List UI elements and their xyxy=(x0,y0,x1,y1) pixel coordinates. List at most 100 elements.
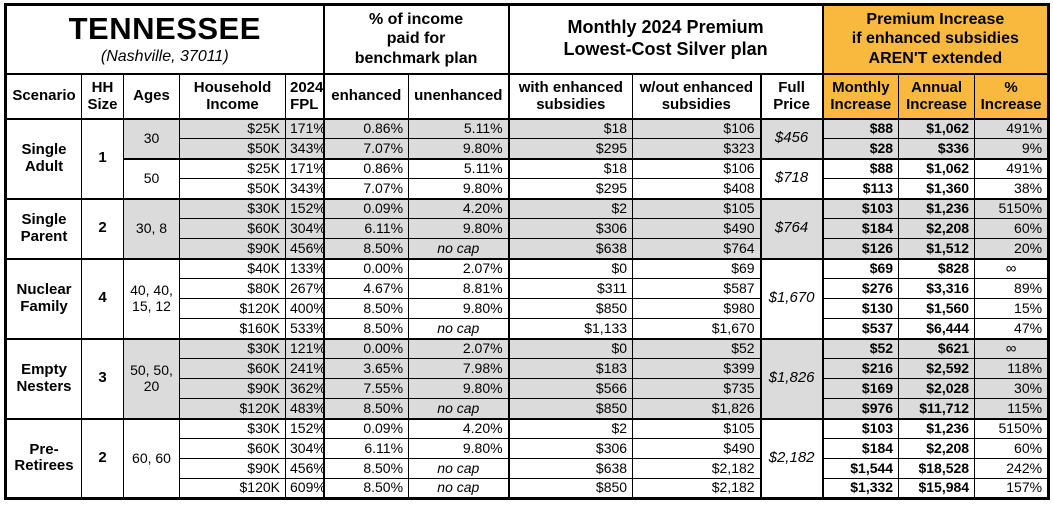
table-row: $160K 533% 8.50% no cap $1,133 $1,670 $537 $6,4… xyxy=(6,318,1050,339)
page-subtitle: (Nashville, 37011) xyxy=(100,47,229,65)
ages-cell: 50, 50, 20 xyxy=(123,337,180,419)
enhanced-pct-cell: 8.50% xyxy=(322,478,410,499)
monthly-increase-cell: $88 xyxy=(821,157,900,179)
scenario-cell: Single Parent xyxy=(5,197,82,259)
unenhanced-pct-cell: 9.80% xyxy=(408,298,510,319)
col-header-hh-size: HH Size xyxy=(81,73,124,120)
income-cell: $120K xyxy=(179,398,286,419)
premium-with-subsidies-cell: $18 xyxy=(507,157,634,179)
premium-with-subsidies-cell: $306 xyxy=(507,438,634,459)
fpl-cell: 152% xyxy=(284,417,325,439)
fpl-cell: 456% xyxy=(284,238,325,259)
enhanced-pct-cell: 8.50% xyxy=(322,238,410,259)
premium-without-subsidies-cell: $105 xyxy=(632,417,762,439)
premium-without-subsidies-cell: $980 xyxy=(632,298,762,319)
column-header-row: Scenario HH Size Ages Household Income 2… xyxy=(5,73,1050,120)
fpl-cell: 400% xyxy=(284,298,325,319)
fpl-cell: 343% xyxy=(284,178,325,199)
unenhanced-pct-cell: 9.80% xyxy=(408,178,510,199)
income-cell: $50K xyxy=(179,138,286,159)
table-row: $60K 304% 6.11% 9.80% $306 $490 $184 $2,208 60% xyxy=(6,218,1050,239)
increase-group-header: Premium Increase if enhanced subsidies A… xyxy=(821,4,1050,75)
page-title: TENNESSEE xyxy=(68,10,261,46)
premium-with-subsidies-cell: $1,133 xyxy=(507,318,634,339)
ages-cell: 60, 60 xyxy=(123,417,180,499)
scenario-cell: Pre- Retirees xyxy=(5,417,82,499)
table-row: 50 $25K 171% 0.86% 5.11% $18 $106 $718 $88 $1,062… xyxy=(6,157,1050,199)
full-price-cell: $1,670 xyxy=(759,257,824,339)
monthly-increase-cell: $216 xyxy=(821,358,900,379)
monthly-increase-cell: $113 xyxy=(821,178,900,199)
table-row: $120K 609% 8.50% no cap $850 $2,182 $1,332 $15,… xyxy=(6,478,1050,499)
monthly-increase-cell: $1,332 xyxy=(821,478,900,499)
annual-increase-cell: $1,236 xyxy=(898,417,976,439)
table-header: TENNESSEE (Nashville, 37011) % of income… xyxy=(4,4,1050,120)
enhanced-pct-cell: 6.11% xyxy=(322,438,410,459)
col-header-pct-increase: % Increase xyxy=(974,73,1050,120)
pct-increase-cell: ∞ xyxy=(974,337,1050,359)
annual-increase-cell: $2,208 xyxy=(898,438,976,459)
hh-size-cell: 2 xyxy=(81,417,124,499)
premium-with-subsidies-cell: $638 xyxy=(507,238,634,259)
ages-cell: 30, 8 xyxy=(123,197,180,259)
monthly-increase-cell: $1,544 xyxy=(821,458,900,479)
pct-increase-cell: 38% xyxy=(974,178,1050,199)
fpl-cell: 362% xyxy=(284,378,325,399)
annual-increase-cell: $336 xyxy=(898,138,976,159)
premium-without-subsidies-cell: $106 xyxy=(632,118,762,139)
premium-without-subsidies-cell: $399 xyxy=(632,358,762,379)
enhanced-pct-cell: 0.86% xyxy=(322,157,410,179)
col-header-2024-fpl: 2024 FPL xyxy=(284,73,325,120)
annual-increase-cell: $6,444 xyxy=(898,318,976,339)
premium-table: TENNESSEE (Nashville, 37011) % of income… xyxy=(4,3,1051,500)
unenhanced-pct-cell: no cap xyxy=(408,238,510,259)
table-row: $90K 362% 7.55% 9.80% $566 $735 $169 $2,028 30% xyxy=(6,378,1050,399)
premium-without-subsidies-cell: $587 xyxy=(632,278,762,299)
enhanced-pct-cell: 8.50% xyxy=(322,458,410,479)
col-header-with-enhanced-subsidies: with enhanced subsidies xyxy=(507,73,634,120)
premium-with-subsidies-cell: $311 xyxy=(507,278,634,299)
enhanced-pct-cell: 3.65% xyxy=(322,358,410,379)
income-cell: $60K xyxy=(179,358,286,379)
annual-increase-cell: $11,712 xyxy=(898,398,976,419)
annual-increase-cell: $15,984 xyxy=(898,478,976,499)
monthly-increase-cell: $88 xyxy=(821,118,900,139)
unenhanced-pct-cell: 7.98% xyxy=(408,358,510,379)
hh-size-cell: 1 xyxy=(81,118,124,199)
table-body: Single Adult 1 30 $25K 171% 0.86% 5.11% $18 $106… xyxy=(5,118,1050,499)
full-price-cell: $1,826 xyxy=(759,337,824,419)
premium-with-subsidies-cell: $0 xyxy=(507,257,634,279)
premium-with-subsidies-cell: $2 xyxy=(507,197,634,219)
ages-cell: 30 xyxy=(123,118,180,159)
monthly-increase-cell: $130 xyxy=(821,298,900,319)
pct-increase-cell: 9% xyxy=(974,138,1050,159)
pct-increase-cell: 5150% xyxy=(974,417,1050,439)
monthly-increase-cell: $169 xyxy=(821,378,900,399)
premium-group-header: Monthly 2024 Premium Lowest-Cost Silver … xyxy=(507,4,824,75)
enhanced-pct-cell: 8.50% xyxy=(322,298,410,319)
income-cell: $80K xyxy=(179,278,286,299)
pct-increase-cell: 157% xyxy=(974,478,1050,499)
unenhanced-pct-cell: 9.80% xyxy=(408,378,510,399)
monthly-increase-cell: $126 xyxy=(821,238,900,259)
income-cell: $90K xyxy=(179,378,286,399)
premium-with-subsidies-cell: $0 xyxy=(507,337,634,359)
col-header-without-enhanced-subsidies: w/out enhanced subsidies xyxy=(632,73,762,120)
col-header-unenhanced: unenhanced xyxy=(408,73,510,120)
fpl-cell: 304% xyxy=(284,218,325,239)
table-row: $90K 456% 8.50% no cap $638 $2,182 $1,544 $18,5… xyxy=(6,458,1050,479)
table-row: Empty Nesters 3 50, 50, 20 $30K 121% 0.00% 2.0… xyxy=(5,337,1050,419)
premium-with-subsidies-cell: $306 xyxy=(507,218,634,239)
unenhanced-pct-cell: 2.07% xyxy=(408,337,510,359)
pct-increase-cell: 5150% xyxy=(974,197,1050,219)
col-header-full-price: Full Price xyxy=(759,73,824,120)
pct-increase-cell: 30% xyxy=(974,378,1050,399)
pct-increase-cell: 118% xyxy=(974,358,1050,379)
annual-increase-cell: $2,592 xyxy=(898,358,976,379)
col-header-scenario: Scenario xyxy=(5,73,82,120)
income-cell: $120K xyxy=(179,298,286,319)
annual-increase-cell: $1,062 xyxy=(898,157,976,179)
monthly-increase-cell: $276 xyxy=(821,278,900,299)
hh-size-cell: 4 xyxy=(81,257,124,339)
unenhanced-pct-cell: 5.11% xyxy=(408,157,510,179)
